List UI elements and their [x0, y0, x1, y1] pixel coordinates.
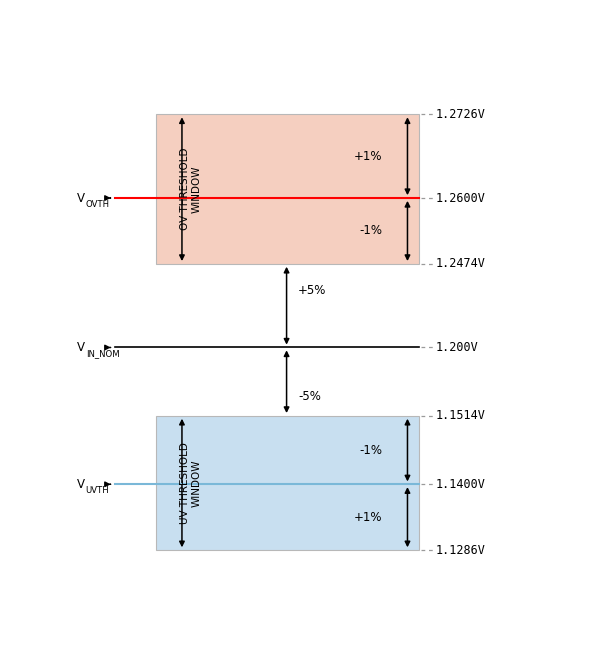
Text: -5%: -5% [298, 390, 321, 403]
Text: 1.1286V: 1.1286V [436, 544, 485, 557]
Text: -1%: -1% [359, 224, 382, 238]
Bar [157, 416, 419, 550]
Text: UV THRESHOLD
WINDOW: UV THRESHOLD WINDOW [181, 442, 202, 524]
Text: OVTH: OVTH [86, 199, 110, 209]
Text: OV THRESHOLD
WINDOW: OV THRESHOLD WINDOW [181, 148, 202, 230]
Text: V: V [77, 478, 85, 491]
Text: 1.200V: 1.200V [436, 341, 478, 354]
Text: IN_NOM: IN_NOM [86, 349, 119, 358]
Text: 1.1514V: 1.1514V [436, 409, 485, 422]
Text: 1.1400V: 1.1400V [436, 478, 485, 491]
Bar [157, 114, 419, 264]
Text: +1%: +1% [353, 511, 382, 524]
Text: +5%: +5% [298, 284, 326, 297]
Text: 1.2726V: 1.2726V [436, 108, 485, 121]
Text: 1.2600V: 1.2600V [436, 191, 485, 205]
Text: 1.2474V: 1.2474V [436, 257, 485, 270]
Text: UVTH: UVTH [86, 486, 109, 495]
Text: V: V [77, 191, 85, 205]
Text: -1%: -1% [359, 443, 382, 457]
Text: V: V [77, 341, 85, 354]
Text: +1%: +1% [353, 150, 382, 163]
